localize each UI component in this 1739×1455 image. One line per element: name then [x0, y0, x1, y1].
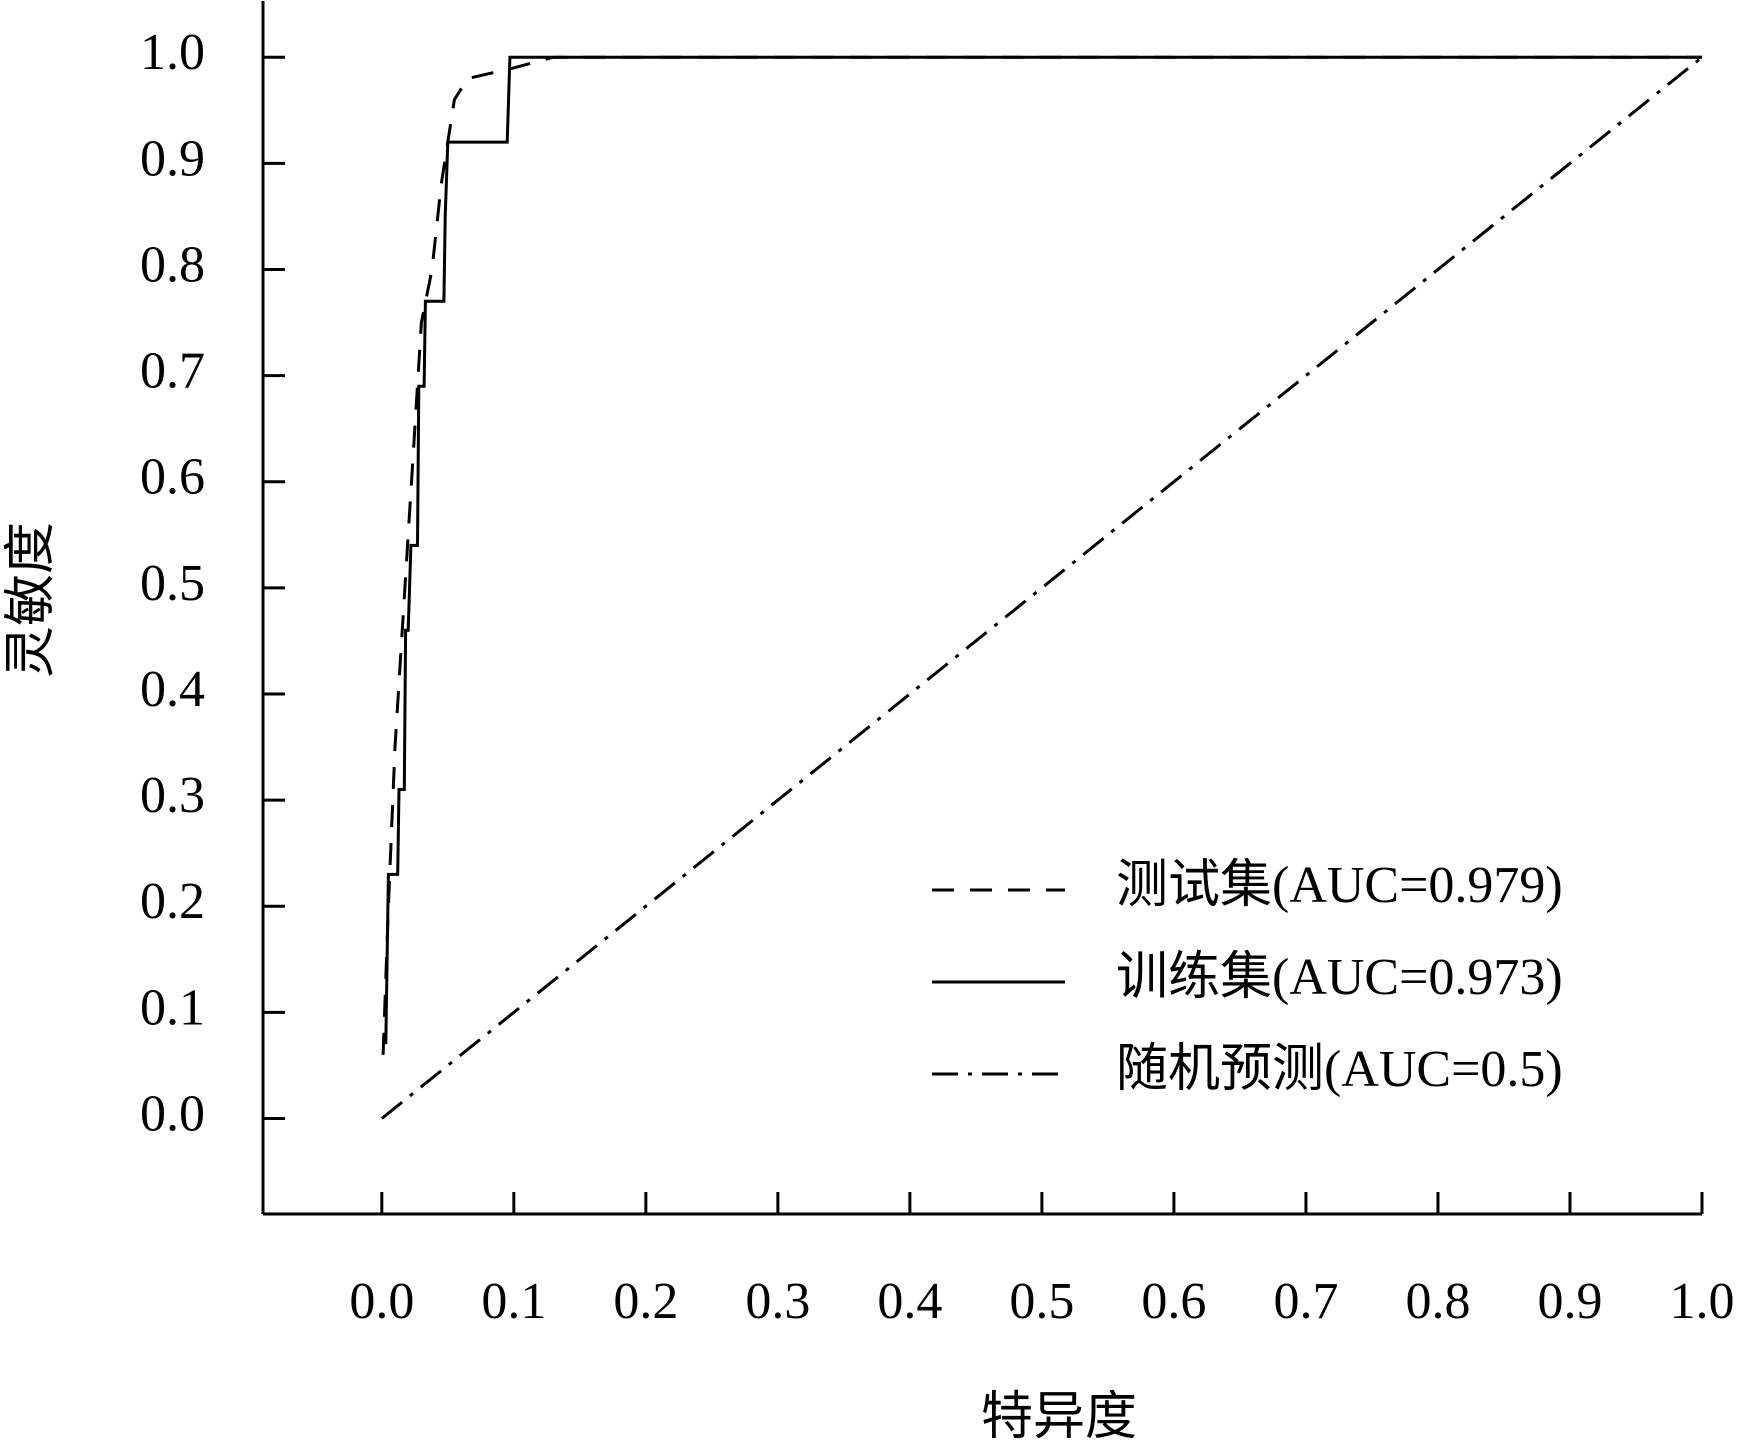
y-tick-label: 1.0 — [140, 24, 205, 81]
y-tick-label: 0.7 — [140, 343, 205, 400]
x-tick-label: 0.1 — [481, 1273, 546, 1330]
x-tick-label: 0.0 — [349, 1273, 414, 1330]
x-tick-label: 1.0 — [1670, 1273, 1735, 1330]
legend-label: 训练集(AUC=0.973) — [1116, 949, 1563, 1006]
legend-label: 测试集(AUC=0.979) — [1116, 857, 1563, 914]
x-tick-label: 0.4 — [877, 1273, 942, 1330]
x-tick-label: 0.9 — [1537, 1273, 1602, 1330]
legend-label: 随机预测(AUC=0.5) — [1116, 1041, 1563, 1098]
series-line — [381, 55, 1702, 1055]
y-tick-label: 0.1 — [140, 979, 205, 1036]
x-tick-label: 0.8 — [1405, 1273, 1470, 1330]
series-line — [384, 55, 1702, 1045]
x-tick-label: 0.2 — [613, 1273, 678, 1330]
series-line — [380, 56, 1703, 1120]
y-tick-label: 0.8 — [140, 236, 205, 293]
y-axis-label: 灵敏度 — [3, 522, 60, 678]
y-tick-label: 0.0 — [140, 1085, 205, 1142]
x-tick-label: 0.6 — [1141, 1273, 1206, 1330]
x-tick-label: 0.5 — [1009, 1273, 1074, 1330]
x-tick-label: 0.7 — [1273, 1273, 1338, 1330]
x-axis-label: 特异度 — [981, 1389, 1137, 1446]
y-tick-label: 0.2 — [140, 873, 205, 930]
y-tick-label: 0.5 — [140, 555, 205, 612]
y-tick-label: 0.9 — [140, 130, 205, 187]
x-tick-label: 0.3 — [745, 1273, 810, 1330]
y-tick-label: 0.3 — [140, 767, 205, 824]
y-tick-label: 0.4 — [140, 661, 205, 718]
y-tick-label: 0.6 — [140, 449, 205, 506]
